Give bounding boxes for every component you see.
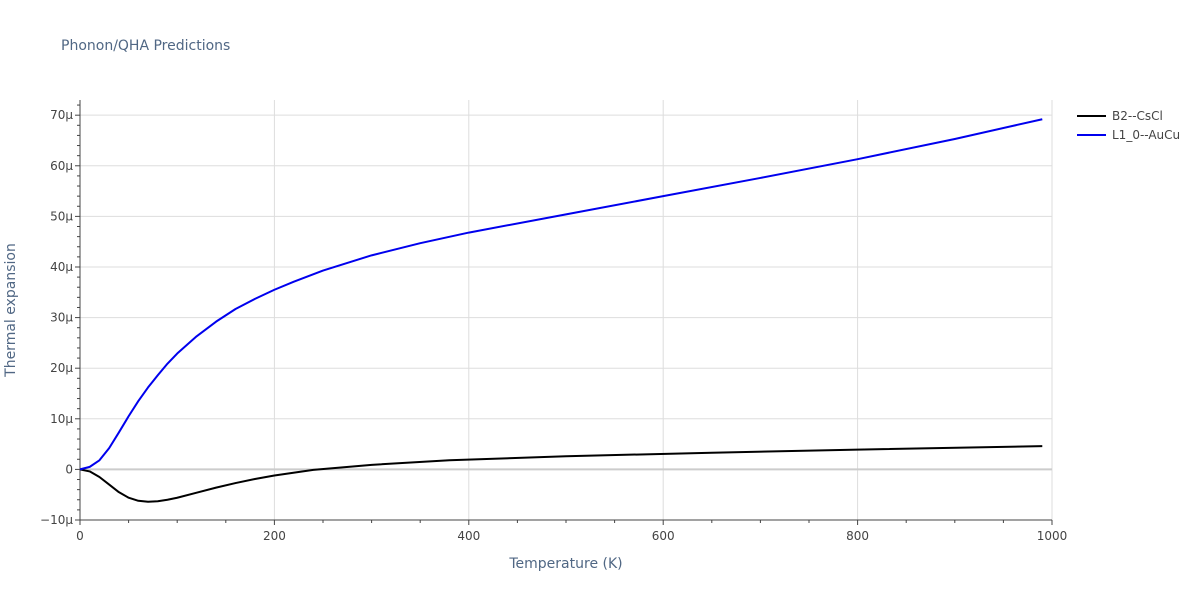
- y-tick-label: 0: [65, 462, 73, 476]
- y-tick-label: 20μ: [50, 361, 73, 375]
- y-tick-label: 40μ: [50, 260, 73, 274]
- y-tick-label: 60μ: [50, 159, 73, 173]
- y-tick-label: 70μ: [50, 108, 73, 122]
- x-tick-label: 600: [652, 529, 675, 543]
- y-tick-label: 30μ: [50, 311, 73, 325]
- y-tick-label: −10μ: [40, 513, 73, 527]
- x-tick-label: 1000: [1037, 529, 1068, 543]
- series-line-2: [79, 118, 1043, 471]
- chart-title: Phonon/QHA Predictions: [61, 38, 230, 54]
- x-tick-label: 400: [457, 529, 480, 543]
- legend-label: B2--CsCl: [1112, 109, 1163, 123]
- y-axis-title: Thermal expansion: [3, 243, 19, 378]
- series-layer: [79, 118, 1043, 503]
- legend-label: L1_0--AuCu: [1112, 128, 1180, 142]
- x-tick-label: 200: [263, 529, 286, 543]
- series-line-1: [79, 445, 1043, 503]
- axis-layer: 0 200 400 600 800 1000−10μ010μ20μ30μ40μ50μ60μ…: [40, 100, 1067, 543]
- y-tick-label: 50μ: [50, 209, 73, 223]
- legend-item[interactable]: B2--CsCl: [1077, 109, 1163, 123]
- y-tick-label: 10μ: [50, 412, 73, 426]
- x-tick-label: 0: [76, 529, 84, 543]
- x-tick-label: 800: [846, 529, 869, 543]
- x-axis-title: Temperature (K): [508, 556, 622, 572]
- legend[interactable]: B2--CsCl L1_0--AuCu: [1077, 109, 1180, 142]
- legend-item[interactable]: L1_0--AuCu: [1077, 128, 1180, 142]
